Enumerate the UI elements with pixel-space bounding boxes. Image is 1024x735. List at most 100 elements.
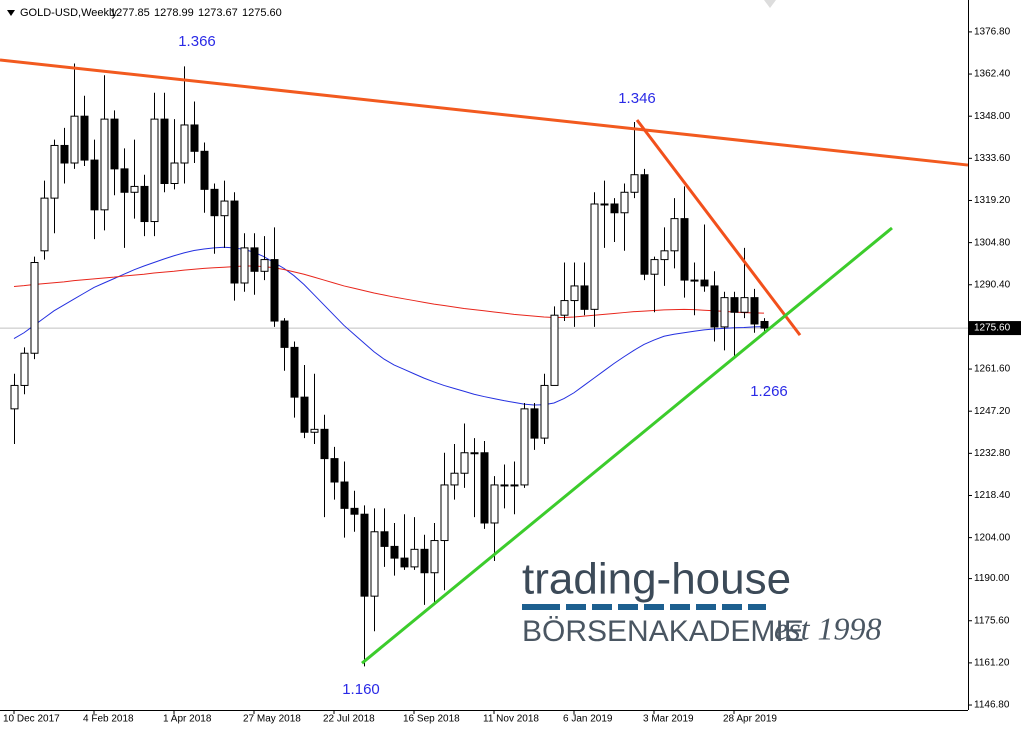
candle-body xyxy=(70,115,79,164)
candle-body xyxy=(460,452,469,474)
candle-body xyxy=(600,203,609,206)
candle-body xyxy=(310,428,319,433)
candle-body xyxy=(410,548,419,568)
candle-body xyxy=(510,484,519,487)
y-tick-label: 1290.40 xyxy=(974,279,1011,290)
y-tick-label: 1175.60 xyxy=(974,615,1010,626)
candle-body xyxy=(200,150,209,190)
candle-body xyxy=(380,531,389,547)
candle-body xyxy=(140,185,149,223)
candle-body xyxy=(480,452,489,524)
candle-body xyxy=(550,314,559,386)
x-tick-label: 6 Jan 2019 xyxy=(563,714,613,725)
y-tick-label: 1146.80 xyxy=(974,700,1010,711)
menu-arrow[interactable] xyxy=(7,10,15,16)
header-high: 1278.99 xyxy=(154,7,194,19)
candle-body xyxy=(470,452,479,455)
header-low: 1273.67 xyxy=(198,7,238,19)
brand-dashes xyxy=(522,604,766,610)
y-tick-label: 1218.40 xyxy=(974,490,1011,501)
candle-body xyxy=(130,185,139,193)
x-tick-label: 27 May 2018 xyxy=(243,714,301,725)
candle-body xyxy=(80,115,89,161)
candle-body xyxy=(760,320,769,329)
candle-body xyxy=(10,384,19,410)
current-price-label: 1275.60 xyxy=(974,323,1011,334)
x-tick-label: 1 Apr 2018 xyxy=(163,714,212,725)
candle-body xyxy=(530,408,539,439)
symbol-title: GOLD-USD,Weekly xyxy=(20,7,117,19)
candle-body xyxy=(490,484,499,524)
candle-body xyxy=(290,346,299,398)
trend-line xyxy=(361,226,893,665)
candle-body xyxy=(610,203,619,214)
x-tick-label: 4 Feb 2018 xyxy=(83,714,134,725)
candle-body xyxy=(620,191,629,214)
candle-body xyxy=(350,507,359,515)
candle-body xyxy=(500,484,509,487)
candle-body xyxy=(640,174,649,275)
annotation: 1.346 xyxy=(618,90,656,107)
candle-body xyxy=(670,218,679,252)
candle-body xyxy=(730,297,739,313)
y-tick-label: 1304.80 xyxy=(974,237,1011,248)
candle-body xyxy=(260,259,269,272)
y-tick-label: 1362.40 xyxy=(974,69,1011,80)
y-tick-label: 1204.00 xyxy=(974,532,1011,543)
candle-body xyxy=(330,458,339,483)
header-close: 1275.60 xyxy=(242,7,282,19)
x-tick-label: 22 Jul 2018 xyxy=(323,714,375,725)
candle-body xyxy=(270,259,279,322)
y-tick-label: 1376.80 xyxy=(974,27,1011,38)
candle-body xyxy=(630,174,639,193)
candle-body xyxy=(750,297,759,325)
candle-body xyxy=(570,285,579,302)
candle-body xyxy=(660,250,669,261)
candle-body xyxy=(30,262,39,354)
watermark: trading-house BÖRSENAKADEMIE est 1998 xyxy=(522,555,882,648)
x-tick-label: 16 Sep 2018 xyxy=(403,714,460,725)
scroll-marker[interactable] xyxy=(764,0,776,8)
candle-body xyxy=(540,384,549,439)
x-tick-label: 11 Nov 2018 xyxy=(483,714,539,725)
candle-body xyxy=(450,472,459,486)
brand-subtitle: BÖRSENAKADEMIE xyxy=(522,615,804,648)
candle-body xyxy=(700,279,709,287)
trend-line xyxy=(635,119,802,337)
candle-body xyxy=(120,168,129,193)
candle-body xyxy=(710,285,719,328)
candle-body xyxy=(100,118,109,211)
plot xyxy=(0,58,969,667)
y-tick-label: 1247.20 xyxy=(974,406,1011,417)
candle-body xyxy=(650,259,659,275)
candle-body xyxy=(370,531,379,597)
annotation: 1.160 xyxy=(342,681,380,698)
candle-body xyxy=(190,124,199,152)
candle-body xyxy=(50,144,59,199)
candle-body xyxy=(690,279,699,282)
candle-body xyxy=(20,352,29,386)
candle-body xyxy=(90,159,99,211)
candle-body xyxy=(360,513,369,597)
candle-body xyxy=(60,144,69,164)
candle-body xyxy=(440,484,449,542)
candle-body xyxy=(390,545,399,559)
y-tick-label: 1232.80 xyxy=(974,448,1011,459)
y-tick-label: 1190.00 xyxy=(974,573,1010,584)
candle-body xyxy=(300,396,309,433)
candle-body xyxy=(210,188,219,217)
moving-average xyxy=(13,246,765,406)
candle-body xyxy=(430,540,439,574)
candle-body xyxy=(280,320,289,348)
candle-body xyxy=(110,118,119,170)
candle-body xyxy=(250,247,259,272)
y-tick-label: 1333.60 xyxy=(974,153,1011,164)
candle-body xyxy=(560,300,569,316)
annotation: 1.366 xyxy=(178,33,216,50)
candle-body xyxy=(220,200,229,217)
x-tick-label: 28 Apr 2019 xyxy=(723,714,777,725)
candle-body xyxy=(400,557,409,568)
candle-body xyxy=(160,118,169,184)
y-tick-label: 1348.00 xyxy=(974,111,1011,122)
